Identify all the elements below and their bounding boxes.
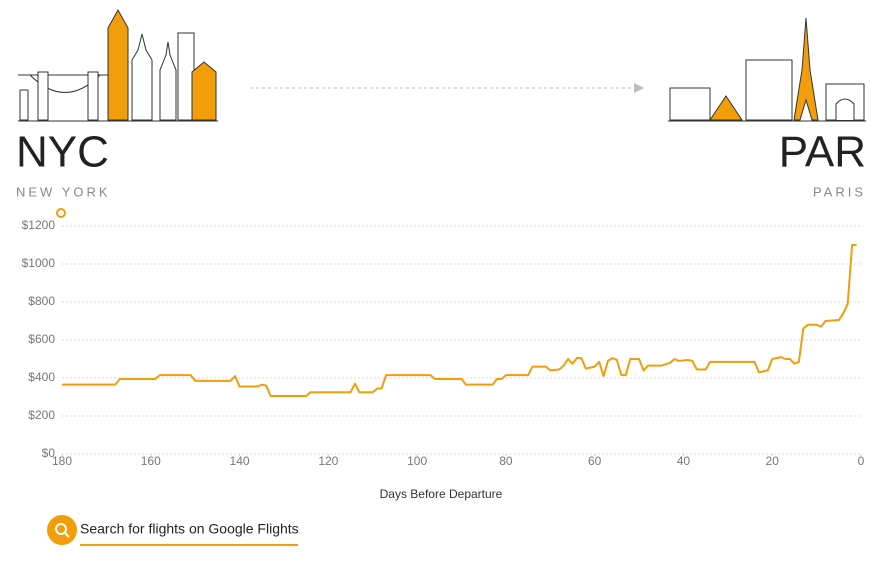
price-line bbox=[62, 244, 857, 398]
destination-code: PAR bbox=[779, 128, 866, 177]
x-tick-label: 160 bbox=[141, 454, 161, 468]
price-chart: $0 $200 $400 $600 $800 $1000 $1200 180 160 140 120… bbox=[22, 218, 865, 468]
x-tick-label: 120 bbox=[318, 454, 338, 468]
x-tick-label: 80 bbox=[499, 454, 513, 468]
y-tick-label: $1200 bbox=[22, 218, 56, 232]
origin-code: NYC bbox=[16, 128, 109, 177]
origin-city: NEW YORK bbox=[16, 184, 111, 199]
search-link[interactable]: Search for flights on Google Flights bbox=[47, 515, 299, 546]
current-marker bbox=[56, 208, 66, 218]
x-tick-label: 40 bbox=[677, 454, 691, 468]
x-axis-label: Days Before Departure bbox=[380, 487, 503, 501]
search-text[interactable]: Search for flights on Google Flights bbox=[80, 521, 299, 537]
nyc-skyline bbox=[18, 8, 218, 122]
search-glass bbox=[55, 523, 67, 535]
x-tick-label: 60 bbox=[588, 454, 602, 468]
x-tick-label: 180 bbox=[52, 454, 72, 468]
y-tick-label: $200 bbox=[28, 408, 55, 422]
search-icon[interactable] bbox=[47, 515, 77, 545]
route-arrow bbox=[634, 83, 644, 93]
x-tick-label: 100 bbox=[407, 454, 427, 468]
y-tick-label: $0 bbox=[42, 446, 56, 460]
y-tick-label: $600 bbox=[28, 332, 55, 346]
x-tick-label: 20 bbox=[766, 454, 780, 468]
x-tick-label: 140 bbox=[230, 454, 250, 468]
x-tick-label: 0 bbox=[858, 454, 865, 468]
y-tick-label: $1000 bbox=[22, 256, 56, 270]
y-tick-label: $400 bbox=[28, 370, 55, 384]
destination-city: PARIS bbox=[813, 184, 866, 199]
paris-skyline bbox=[668, 17, 866, 122]
y-tick-label: $800 bbox=[28, 294, 55, 308]
search-handle bbox=[64, 532, 70, 538]
